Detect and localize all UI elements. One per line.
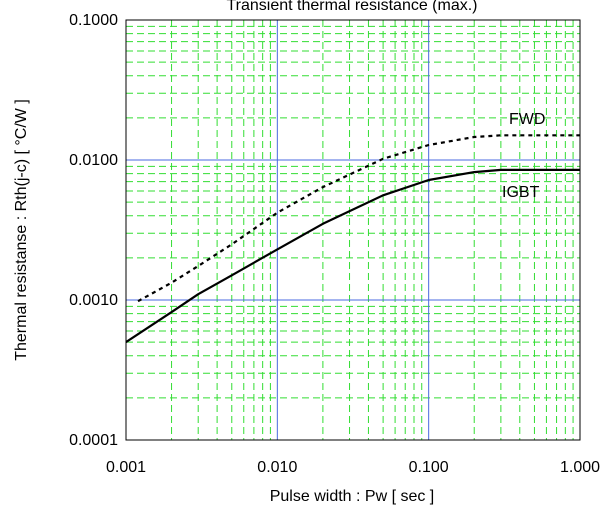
x-tick-labels: 0.001 0.010 0.100 1.000 <box>106 459 600 476</box>
y-tick-label: 0.1000 <box>69 12 118 29</box>
y-tick-label: 0.0100 <box>69 152 118 169</box>
x-tick-label: 0.010 <box>257 459 297 476</box>
series-line-igbt <box>125 168 580 344</box>
y-tick-label: 0.0010 <box>69 292 118 309</box>
x-axis-label: Pulse width : Pw [ sec ] <box>270 488 435 505</box>
y-tick-label: 0.0001 <box>69 432 118 449</box>
x-tick-label: 0.100 <box>409 459 449 476</box>
x-tick-label: 0.001 <box>106 459 146 476</box>
y-tick-labels: 0.0001 0.0010 0.0100 0.1000 <box>69 12 118 449</box>
series-label-fwd: FWD <box>509 111 545 128</box>
plot-frame <box>125 19 581 441</box>
major-grid <box>125 19 581 441</box>
y-axis-label: Thermal resistanse : Rth(j-c) [ °C/W ] <box>13 99 30 361</box>
minor-grid <box>126 20 580 440</box>
series-layer <box>125 134 580 344</box>
series-label-igbt: IGBT <box>502 184 540 201</box>
series-line-fwd <box>137 134 580 303</box>
x-tick-label: 1.000 <box>560 459 600 476</box>
chart-title: Transient thermal resistance (max.) <box>226 0 477 14</box>
